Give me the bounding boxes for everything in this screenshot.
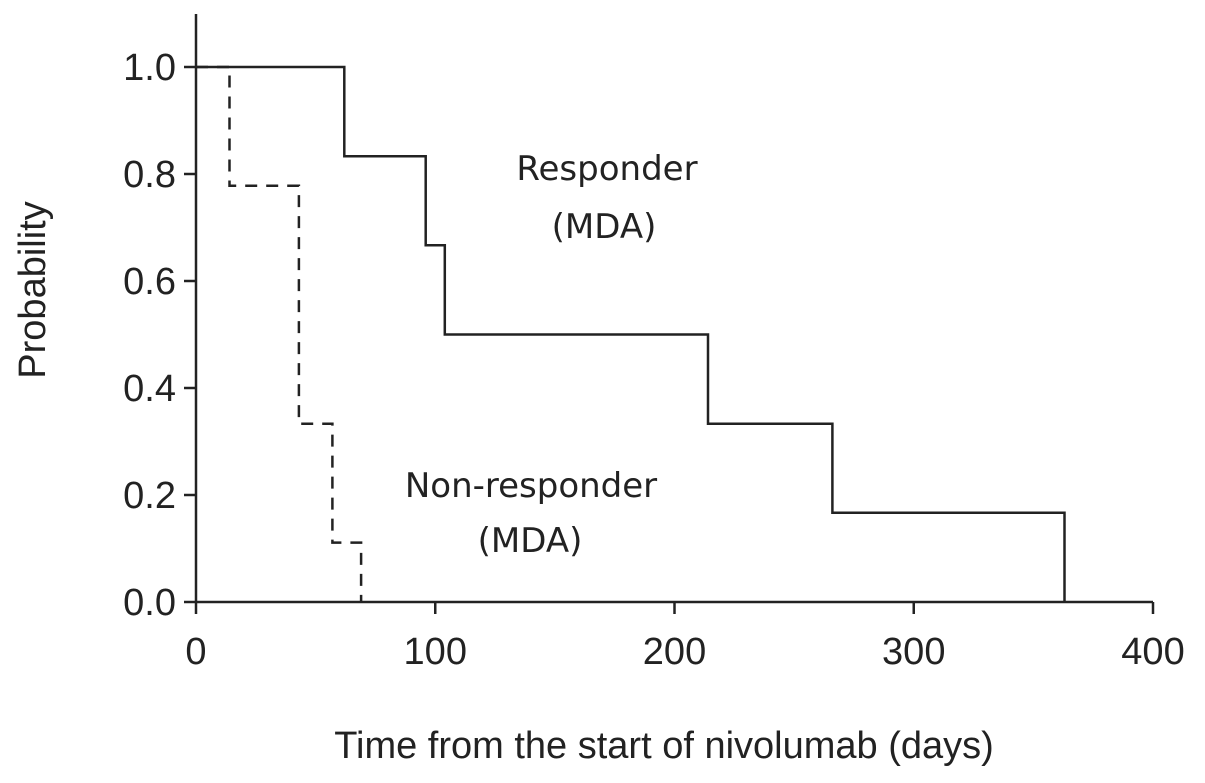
y-tick-label: 0.8 bbox=[123, 154, 176, 196]
x-tick-label: 100 bbox=[404, 631, 467, 673]
x-tick-label: 300 bbox=[882, 631, 945, 673]
annotation-layer: Responder (MDA) Non-responder (MDA) bbox=[405, 149, 698, 561]
y-axis-title: Probability bbox=[12, 201, 54, 378]
y-tick-label: 0.0 bbox=[123, 582, 176, 624]
annotation-non-responder-line-2: (MDA) bbox=[478, 521, 583, 561]
series-non-responder-line bbox=[196, 65, 363, 602]
series-layer bbox=[196, 65, 1066, 602]
x-tick-label: 400 bbox=[1121, 631, 1184, 673]
annotation-responder-line-2: (MDA) bbox=[552, 207, 657, 247]
y-tick-label: 0.6 bbox=[123, 261, 176, 303]
y-tick-label: 0.2 bbox=[123, 475, 176, 517]
y-tick-label: 1.0 bbox=[123, 47, 176, 89]
annotation-non-responder-line-1: Non-responder bbox=[405, 466, 657, 506]
annotation-responder-line-1: Responder bbox=[516, 149, 697, 189]
y-tick-label: 0.4 bbox=[123, 368, 176, 410]
series-responder-line bbox=[196, 65, 1066, 602]
axes: 0.0 0.2 0.4 0.6 0.8 1.0 0 100 200 300 400 bbox=[123, 14, 1185, 673]
x-axis-title: Time from the start of nivolumab (days) bbox=[334, 725, 994, 767]
x-tick-label: 0 bbox=[185, 631, 206, 673]
x-tick-label: 200 bbox=[643, 631, 706, 673]
